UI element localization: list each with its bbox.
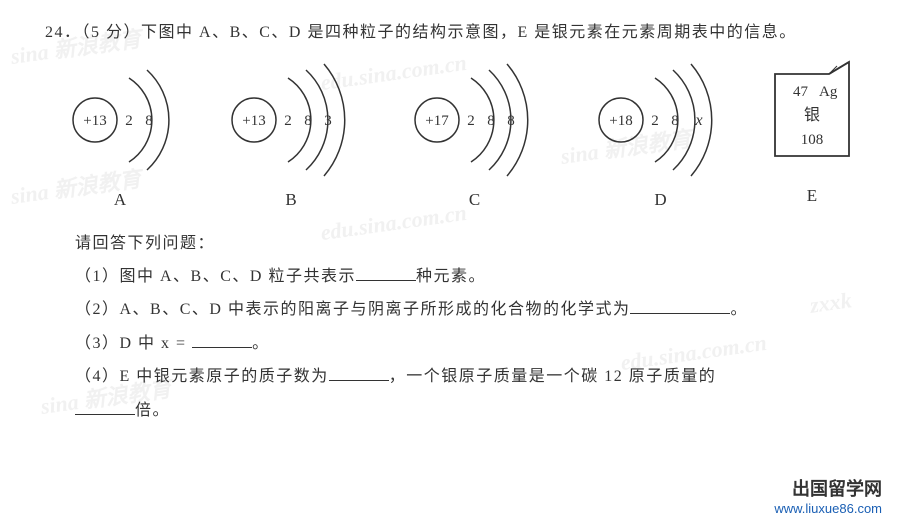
svg-text:108: 108 xyxy=(801,132,824,148)
q1-text-a: （1）图中 A、B、C、D 粒子共表示 xyxy=(75,268,356,285)
svg-text:2: 2 xyxy=(651,113,659,129)
footer-url: www.liuxue86.com xyxy=(774,501,882,516)
question-4-cont: 倍。 xyxy=(75,396,855,426)
particle-d: +18 2 8 x D xyxy=(581,60,741,216)
particle-a: +13 2 8 A xyxy=(55,60,185,216)
question-3: （3）D 中 x = 。 xyxy=(75,329,855,359)
stem-text: 下图中 A、B、C、D 是四种粒子的结构示意图，E 是银元素在元素周期表中的信息… xyxy=(141,24,797,41)
svg-text:2: 2 xyxy=(284,113,292,129)
element-e: 47 Ag 银 108 E xyxy=(769,60,855,212)
q2-end: 。 xyxy=(730,301,748,318)
q3-text-b: 。 xyxy=(252,335,270,352)
q2-blank xyxy=(630,298,730,314)
svg-text:47: 47 xyxy=(793,84,809,100)
question-4: （4）E 中银元素原子的质子数为 ，一个银原子质量是一个碳 12 原子质量的 xyxy=(75,362,855,392)
q4-text-a: （4）E 中银元素原子的质子数为 xyxy=(75,368,329,385)
particle-c-label: C xyxy=(469,184,480,216)
svg-text:+13: +13 xyxy=(83,113,106,129)
svg-text:2: 2 xyxy=(125,113,133,129)
q4-text-b: ，一个银原子质量是一个碳 12 原子质量的 xyxy=(389,368,717,385)
q2-text: （2）A、B、C、D 中表示的阳离子与阴离子所形成的化合物的化学式为 xyxy=(75,301,630,318)
svg-text:8: 8 xyxy=(671,113,679,129)
particle-b: +13 2 8 3 B xyxy=(214,60,369,216)
svg-text:2: 2 xyxy=(467,113,475,129)
particle-c: +17 2 8 8 C xyxy=(397,60,552,216)
questions-block: 请回答下列问题： （1）图中 A、B、C、D 粒子共表示 种元素。 （2）A、B、… xyxy=(45,229,855,426)
svg-text:银: 银 xyxy=(804,106,820,124)
svg-text:8: 8 xyxy=(145,113,153,129)
svg-text:8: 8 xyxy=(304,113,312,129)
particle-b-label: B xyxy=(285,184,296,216)
q4-text-c: 倍。 xyxy=(135,402,170,419)
diagram-row: +13 2 8 A +13 2 8 3 B xyxy=(55,60,855,216)
svg-text:+18: +18 xyxy=(609,113,632,129)
q1-text-b: 种元素。 xyxy=(416,268,486,285)
q4-blank-1 xyxy=(329,365,389,381)
svg-text:+13: +13 xyxy=(242,113,265,129)
q3-blank xyxy=(192,332,252,348)
q3-text-a: （3）D 中 x = xyxy=(75,335,187,352)
svg-text:8: 8 xyxy=(507,113,515,129)
svg-text:8: 8 xyxy=(487,113,495,129)
footer-brand: 出国留学网 xyxy=(774,475,882,501)
q4-blank-2 xyxy=(75,399,135,415)
element-e-label: E xyxy=(807,180,817,212)
question-number: 24．（5 分） xyxy=(45,24,141,41)
question-2: （2）A、B、C、D 中表示的阳离子与阴离子所形成的化合物的化学式为 。 xyxy=(75,295,855,325)
particle-d-label: D xyxy=(654,184,666,216)
question-stem: 24．（5 分）下图中 A、B、C、D 是四种粒子的结构示意图，E 是银元素在元… xyxy=(45,18,855,48)
svg-text:3: 3 xyxy=(324,113,332,129)
q1-blank xyxy=(356,265,416,281)
page-content: 24．（5 分）下图中 A、B、C、D 是四种粒子的结构示意图，E 是银元素在元… xyxy=(0,0,900,439)
svg-text:Ag: Ag xyxy=(819,84,838,100)
particle-a-label: A xyxy=(114,184,126,216)
footer: 出国留学网 www.liuxue86.com xyxy=(774,475,882,516)
question-1: （1）图中 A、B、C、D 粒子共表示 种元素。 xyxy=(75,262,855,292)
svg-text:x: x xyxy=(694,112,702,129)
svg-text:+17: +17 xyxy=(425,113,449,129)
subheader: 请回答下列问题： xyxy=(75,229,855,259)
